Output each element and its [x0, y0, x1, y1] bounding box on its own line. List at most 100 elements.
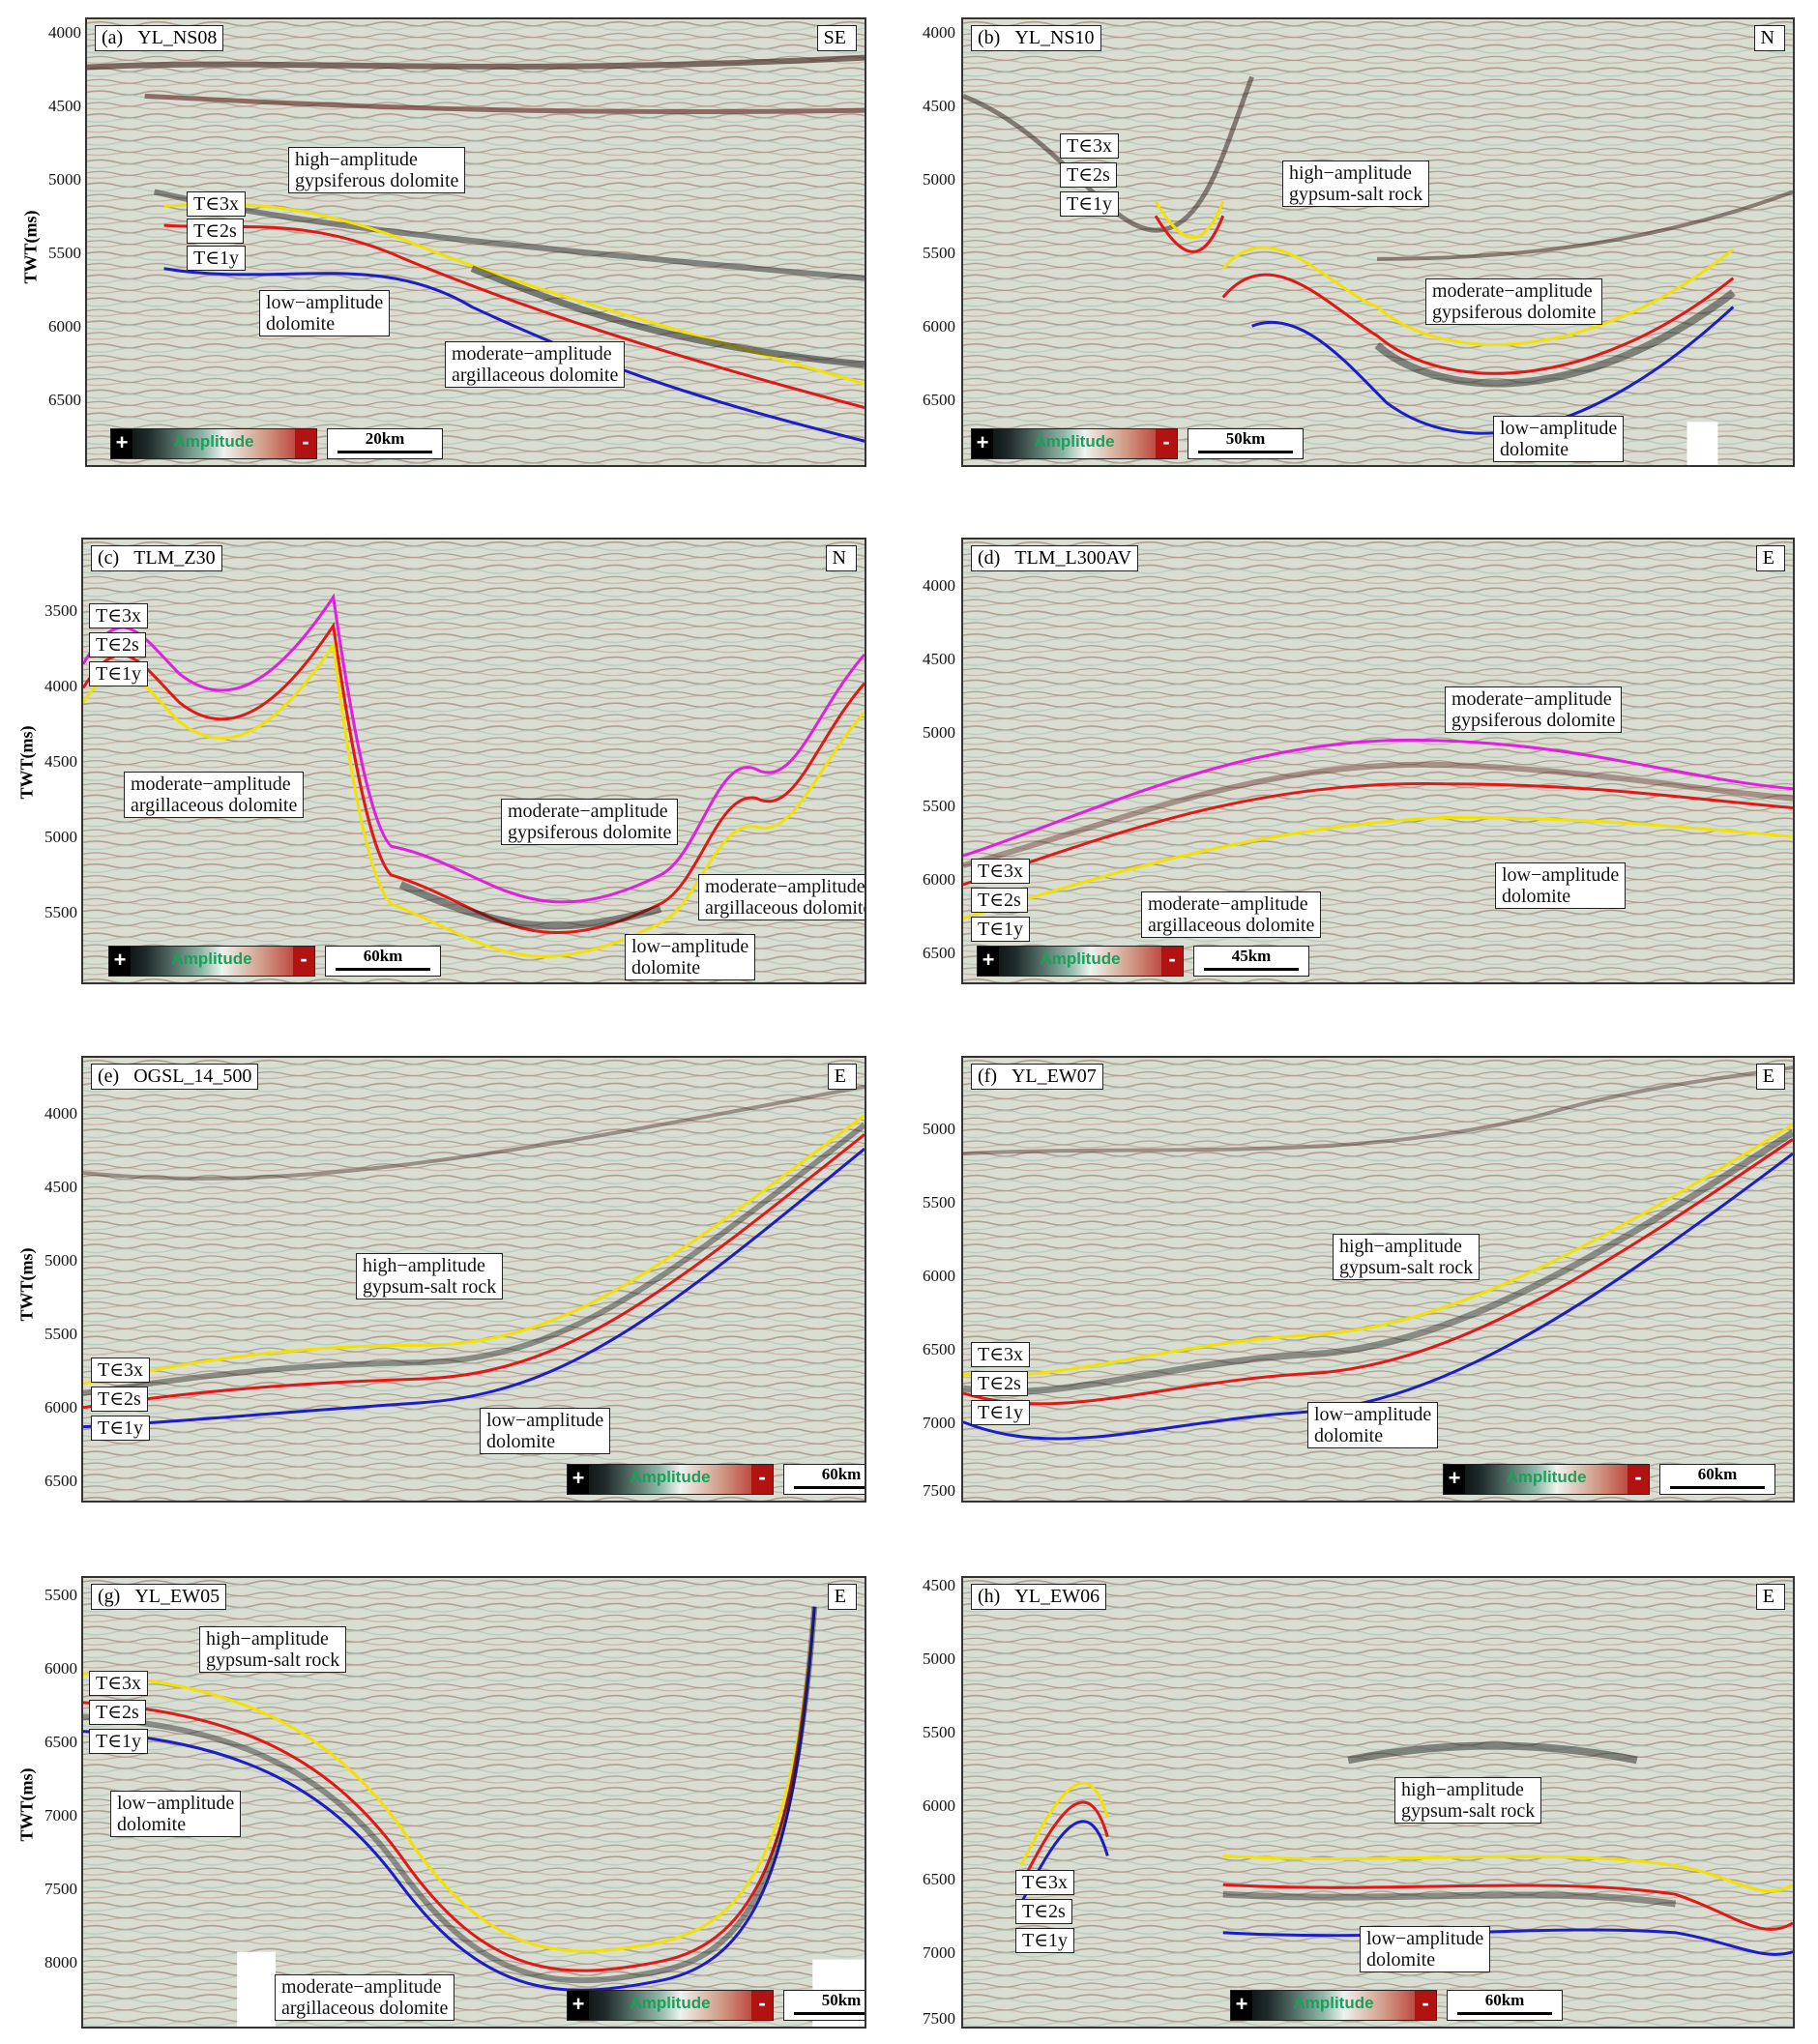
line-name: TLM_L300AV — [1014, 547, 1132, 569]
panel-h: (h) YL_EW06 E T∈3x T∈2s T∈1y high−amplit… — [961, 1576, 1795, 2029]
y-ticks-c: 3500 4000 4500 5000 5500 — [44, 601, 77, 921]
line-name: YL_NS08 — [137, 27, 218, 48]
line-name: TLM_Z30 — [133, 547, 216, 569]
horizon-label: T∈1y — [1015, 1928, 1075, 1953]
direction-marker: E — [1755, 1064, 1785, 1090]
y-axis-label: TWT(ms) — [20, 210, 41, 284]
scale-bar: 50km — [1188, 428, 1304, 459]
horizon-label: T∈1y — [1060, 191, 1120, 217]
panel-label: (g) YL_EW05 — [91, 1584, 227, 1610]
panel-label: (f) YL_EW07 — [971, 1064, 1103, 1090]
lithology-note: low−amplitude dolomite — [110, 1791, 242, 1837]
line-name: YL_EW06 — [1014, 1586, 1100, 1607]
amplitude-colorbar: + Amplitude - — [110, 428, 317, 459]
horizon-label: T∈3x — [1015, 1870, 1075, 1895]
line-name: YL_EW05 — [134, 1586, 220, 1607]
lithology-note: low−amplitude dolomite — [1493, 416, 1625, 462]
horizon-label: T∈2s — [89, 1700, 146, 1725]
lithology-note: moderate−amplitude argillaceous dolomite — [275, 1974, 455, 2021]
lithology-note: moderate−amplitude gypsiferous dolomite — [1445, 686, 1623, 733]
legend: + Amplitude - 60km — [1443, 1464, 1775, 1495]
panel-label: (e) OGSL_14_500 — [91, 1064, 259, 1090]
direction-marker: N — [1753, 25, 1785, 51]
horizon-label: T∈3x — [1060, 133, 1120, 159]
amplitude-colorbar: + Amplitude - — [971, 428, 1178, 459]
panel-g: (g) YL_EW05 E T∈3x T∈2s T∈1y high−amplit… — [81, 1576, 866, 2029]
horizon-label: T∈2s — [971, 888, 1028, 913]
y-ticks-d: 4000 4500 5000 5500 6000 6500 — [923, 576, 955, 962]
horizon-label: T∈1y — [91, 1416, 151, 1441]
y-axis-label: TWT(ms) — [16, 1247, 37, 1322]
legend: + Amplitude - 50km — [971, 428, 1304, 459]
direction-marker: SE — [816, 25, 857, 51]
amplitude-colorbar: + Amplitude - — [108, 946, 315, 977]
legend: + Amplitude - 60km — [1230, 1990, 1563, 2021]
direction-marker: E — [1755, 545, 1785, 571]
legend: + Amplitude - 60km — [108, 946, 441, 977]
lithology-note: moderate−amplitude argillaceous dolomite — [445, 341, 626, 388]
amplitude-colorbar: + Amplitude - — [567, 1464, 774, 1495]
horizon-label: T∈2s — [1060, 162, 1117, 188]
panel-label: (b) YL_NS10 — [971, 25, 1101, 51]
scale-bar: 60km — [1659, 1464, 1775, 1495]
horizon-label: T∈1y — [971, 1400, 1031, 1425]
panel-label: (c) TLM_Z30 — [91, 545, 222, 571]
y-axis-label: TWT(ms) — [16, 725, 37, 800]
lithology-note: moderate−amplitude gypsiferous dolomite — [501, 799, 679, 845]
y-ticks-b: 4000 4500 5000 5500 6000 6500 — [923, 23, 955, 409]
scale-bar: 60km — [783, 1464, 865, 1495]
scale-bar: 50km — [783, 1990, 865, 2021]
panel-f: (f) YL_EW07 E T∈3x T∈2s T∈1y high−amplit… — [961, 1056, 1795, 1503]
legend: + Amplitude - 45km — [977, 946, 1309, 977]
panel-a: (a) YL_NS08 SE T∈3x T∈2s T∈1y high−ampli… — [85, 17, 866, 467]
lithology-note: high−amplitude gypsum-salt rock — [1394, 1777, 1542, 1824]
y-ticks-a: 4000 4500 5000 5500 6000 6500 — [48, 23, 81, 409]
lithology-note: high−amplitude gypsum-salt rock — [199, 1626, 347, 1673]
horizon-label: T∈2s — [89, 632, 146, 657]
line-name: OGSL_14_500 — [133, 1066, 252, 1087]
line-name: YL_NS10 — [1014, 27, 1095, 48]
amplitude-colorbar: + Amplitude - — [567, 1990, 774, 2021]
horizon-label: T∈2s — [971, 1371, 1028, 1396]
seismic-section-b — [963, 19, 1793, 465]
seismic-section-d — [963, 540, 1793, 982]
horizon-label: T∈1y — [89, 661, 149, 686]
horizon-label: T∈2s — [91, 1387, 148, 1412]
horizon-label: T∈1y — [187, 246, 247, 271]
lithology-note: moderate−amplitude gypsiferous dolomite — [1425, 278, 1603, 325]
panel-label: (a) YL_NS08 — [95, 25, 224, 51]
y-ticks-h: 4500 5000 5500 6000 6500 7000 7500 — [923, 1576, 955, 2028]
horizon-label: T∈3x — [89, 1671, 149, 1696]
lithology-note: moderate−amplitude argillaceous dolomite — [124, 772, 305, 818]
y-ticks-g: 5500 6000 6500 7000 7500 8000 — [44, 1586, 77, 1971]
y-ticks-f: 5000 5500 6000 6500 7000 7500 — [923, 1120, 955, 1500]
horizon-label: T∈2s — [187, 219, 244, 244]
amplitude-colorbar: + Amplitude - — [1443, 1464, 1650, 1495]
direction-marker: N — [825, 545, 857, 571]
y-axis-label: TWT(ms) — [16, 1767, 37, 1842]
direction-marker: E — [827, 1064, 857, 1090]
horizon-label: T∈1y — [89, 1729, 149, 1754]
lithology-note: low−amplitude dolomite — [625, 934, 756, 980]
horizon-label: T∈3x — [971, 859, 1031, 884]
lithology-note: high−amplitude gypsum-salt rock — [1282, 161, 1430, 207]
lithology-note: high−amplitude gypsum-salt rock — [356, 1253, 504, 1299]
horizon-label: T∈3x — [91, 1358, 151, 1383]
lithology-note: low−amplitude dolomite — [480, 1408, 611, 1454]
legend: + Amplitude - 20km — [110, 428, 443, 459]
scale-bar: 60km — [1447, 1990, 1563, 2021]
line-name: YL_EW07 — [1011, 1066, 1097, 1087]
amplitude-colorbar: + Amplitude - — [977, 946, 1184, 977]
legend: + Amplitude - 60km — [567, 1464, 865, 1495]
scale-bar: 60km — [325, 946, 441, 977]
legend: + Amplitude - 50km — [567, 1990, 865, 2021]
horizon-label: T∈3x — [89, 603, 149, 628]
direction-marker: E — [827, 1584, 857, 1610]
direction-marker: E — [1755, 1584, 1785, 1610]
lithology-note: high−amplitude gypsiferous dolomite — [288, 147, 466, 193]
panel-e: (e) OGSL_14_500 E T∈3x T∈2s T∈1y high−am… — [81, 1056, 866, 1503]
horizon-label: T∈3x — [187, 191, 247, 217]
lithology-note: low−amplitude dolomite — [1495, 862, 1627, 909]
lithology-note: high−amplitude gypsum-salt rock — [1333, 1234, 1481, 1280]
scale-bar: 20km — [327, 428, 443, 459]
